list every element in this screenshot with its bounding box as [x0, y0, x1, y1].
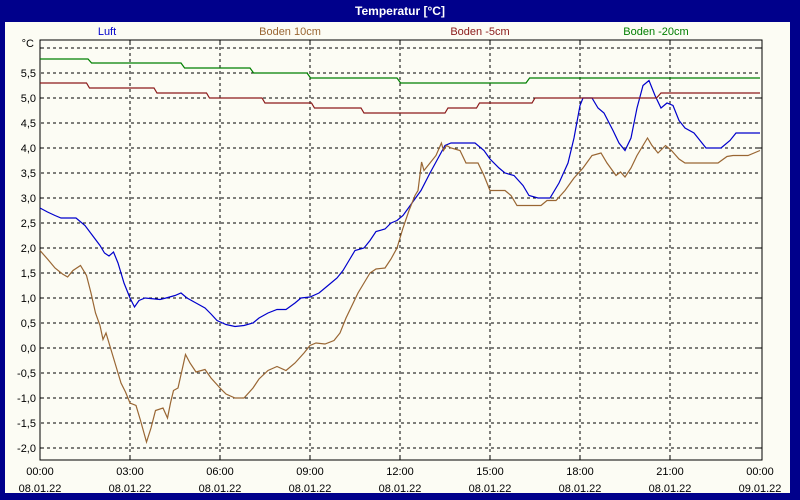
- y-axis-tick-label: 3,0: [21, 193, 36, 205]
- x-axis-date-label: 08.01.22: [199, 483, 242, 495]
- x-axis-time-label: 00:00: [746, 466, 774, 478]
- y-axis-tick-label: 1,0: [21, 293, 36, 305]
- x-axis-date-label: 08.01.22: [109, 483, 152, 495]
- chart-window-body: [5, 22, 790, 493]
- legend-item-boden-20cm: Boden -20cm: [623, 26, 689, 38]
- x-axis-date-label: 08.01.22: [19, 483, 62, 495]
- y-axis-tick-label: 5,0: [21, 93, 36, 105]
- x-axis-time-label: 21:00: [656, 466, 684, 478]
- x-axis-date-label: 08.01.22: [649, 483, 692, 495]
- x-axis-date-label: 08.01.22: [289, 483, 332, 495]
- x-axis-time-label: 06:00: [206, 466, 234, 478]
- x-axis-time-label: 03:00: [116, 466, 144, 478]
- y-axis-tick-label: 2,5: [21, 218, 36, 230]
- x-axis-date-label: 08.01.22: [559, 483, 602, 495]
- y-axis-tick-label: 0,0: [21, 343, 36, 355]
- y-axis-tick-label: 0,5: [21, 318, 36, 330]
- y-axis-tick-label: 2,0: [21, 243, 36, 255]
- series-line-luft: [39, 79, 760, 328]
- y-axis-tick-label: 4,0: [21, 143, 36, 155]
- x-axis-date-label: 09.01.22: [739, 483, 782, 495]
- series-line-boden-5cm: [40, 82, 760, 114]
- x-axis-time-label: 00:00: [26, 466, 54, 478]
- x-axis-time-label: 15:00: [476, 466, 504, 478]
- x-axis-date-label: 08.01.22: [469, 483, 512, 495]
- y-axis-tick-label: 5,5: [21, 68, 36, 80]
- y-axis-tick-label: 4,5: [21, 118, 36, 130]
- legend-item-boden-10cm: Boden 10cm: [259, 26, 321, 38]
- plot-frame: [39, 39, 763, 461]
- x-axis-time-label: 12:00: [386, 466, 414, 478]
- x-axis-time-label: 18:00: [566, 466, 594, 478]
- x-axis-time-label: 09:00: [296, 466, 324, 478]
- x-axis-date-label: 08.01.22: [379, 483, 422, 495]
- series-line-boden-20cm: [40, 58, 760, 84]
- window-title: Temperatur [°C]: [0, 0, 800, 22]
- y-axis-tick-label: 1,5: [21, 268, 36, 280]
- series-line-boden-10cm: [39, 136, 761, 445]
- y-axis-tick-label: -0,5: [17, 368, 36, 380]
- y-axis-tick-label: -2,0: [17, 443, 36, 455]
- chart-legend: Luft Boden 10cm Boden -5cm Boden -20cm: [0, 22, 800, 38]
- y-axis-unit-label: °C: [22, 38, 34, 50]
- legend-item-boden-5cm: Boden -5cm: [450, 26, 510, 38]
- y-axis-tick-label: -1,0: [17, 393, 36, 405]
- y-axis-tick-label: -1,5: [17, 418, 36, 430]
- y-axis-tick-label: 3,5: [21, 168, 36, 180]
- legend-item-luft: Luft: [97, 26, 117, 38]
